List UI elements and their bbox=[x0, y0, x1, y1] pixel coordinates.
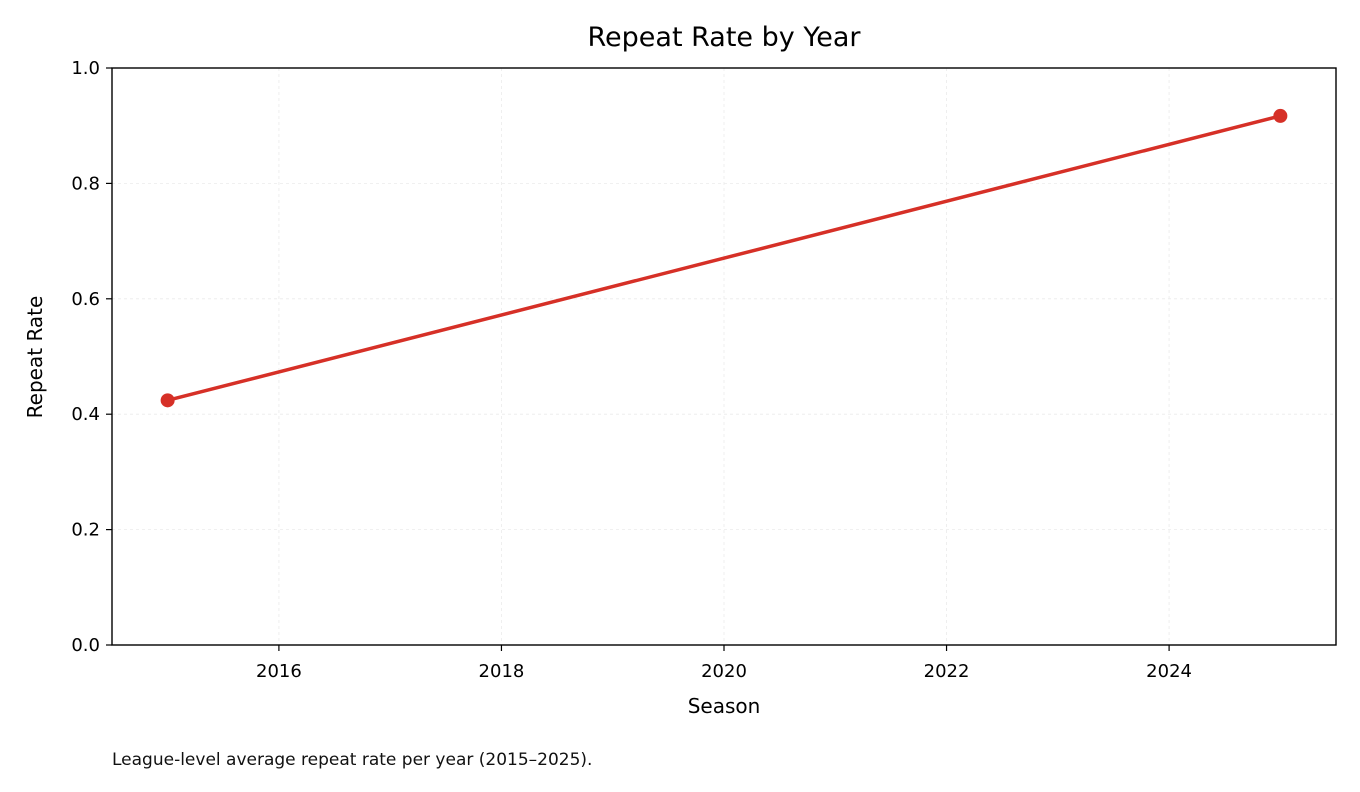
x-axis-ticks: 2016 2018 2020 2022 2024 bbox=[256, 645, 1192, 682]
chart-title: Repeat Rate by Year bbox=[588, 22, 862, 53]
x-tick-label: 2024 bbox=[1146, 661, 1192, 682]
x-tick-label: 2018 bbox=[479, 661, 525, 682]
y-tick-label: 0.6 bbox=[71, 289, 100, 310]
data-point-2025 bbox=[1273, 108, 1288, 123]
x-tick-label: 2022 bbox=[924, 661, 970, 682]
grid-lines bbox=[112, 68, 1336, 645]
chart-caption: League-level average repeat rate per yea… bbox=[112, 750, 592, 770]
y-tick-label: 1.0 bbox=[71, 58, 100, 79]
x-tick-label: 2016 bbox=[256, 661, 302, 682]
series-repeat-rate bbox=[160, 108, 1288, 408]
y-axis-ticks: 0.0 0.2 0.4 0.6 0.8 1.0 bbox=[71, 58, 112, 656]
x-tick-label: 2020 bbox=[701, 661, 747, 682]
y-tick-label: 0.8 bbox=[71, 173, 100, 194]
y-axis-label: Repeat Rate bbox=[23, 296, 47, 419]
series-line bbox=[165, 114, 1283, 403]
y-tick-label: 0.0 bbox=[71, 635, 100, 656]
y-tick-label: 0.4 bbox=[71, 404, 100, 425]
data-point-2015 bbox=[160, 393, 175, 408]
x-axis-label: Season bbox=[688, 694, 761, 718]
y-tick-label: 0.2 bbox=[71, 520, 100, 541]
